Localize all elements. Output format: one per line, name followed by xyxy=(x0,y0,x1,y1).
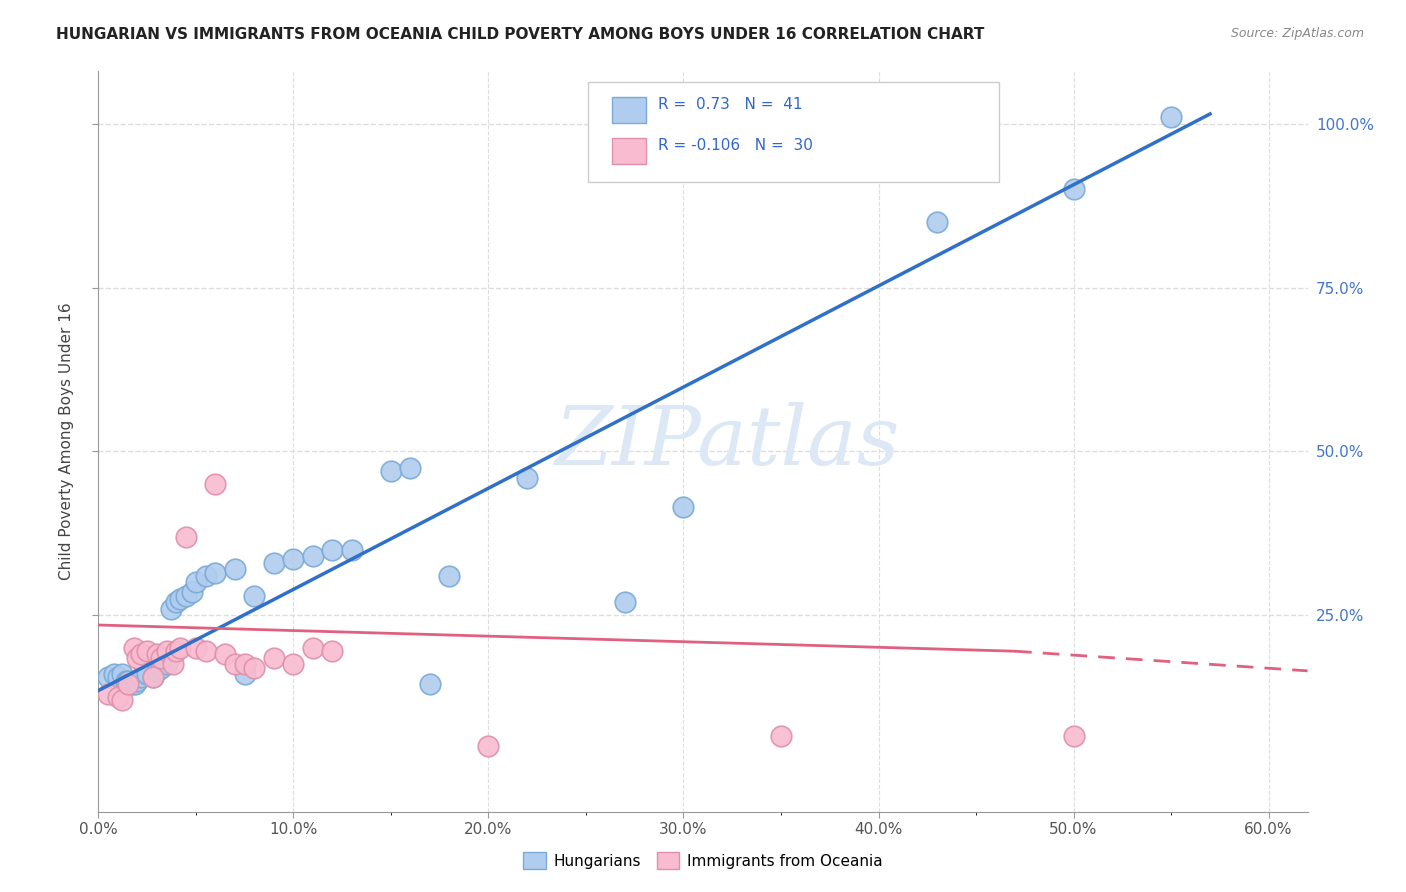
Text: R =  0.73   N =  41: R = 0.73 N = 41 xyxy=(658,97,803,112)
Point xyxy=(399,460,422,475)
Point xyxy=(1160,110,1182,124)
Point xyxy=(156,657,179,672)
Point xyxy=(283,552,305,566)
Point xyxy=(162,657,184,672)
Text: ZIPatlas: ZIPatlas xyxy=(554,401,900,482)
Point xyxy=(142,670,165,684)
Point xyxy=(107,670,129,684)
Point xyxy=(184,575,207,590)
Point xyxy=(283,657,305,672)
Point xyxy=(302,640,325,655)
Point xyxy=(97,670,120,684)
Point xyxy=(149,650,172,665)
Point xyxy=(131,648,153,662)
Point xyxy=(233,657,256,672)
Point xyxy=(146,648,169,662)
Point xyxy=(122,640,145,655)
Point xyxy=(672,500,695,514)
Point xyxy=(263,556,285,570)
Point xyxy=(136,644,159,658)
Point xyxy=(117,673,139,688)
Point xyxy=(146,664,169,678)
Point xyxy=(121,677,143,691)
Text: Source: ZipAtlas.com: Source: ZipAtlas.com xyxy=(1230,27,1364,40)
Point xyxy=(111,667,134,681)
Point xyxy=(233,667,256,681)
Point xyxy=(181,585,204,599)
Point xyxy=(204,566,226,580)
Point xyxy=(169,640,191,655)
Point xyxy=(614,595,637,609)
Point xyxy=(194,644,217,658)
Text: HUNGARIAN VS IMMIGRANTS FROM OCEANIA CHILD POVERTY AMONG BOYS UNDER 16 CORRELATI: HUNGARIAN VS IMMIGRANTS FROM OCEANIA CHI… xyxy=(56,27,984,42)
Point xyxy=(925,215,948,229)
Point xyxy=(127,673,149,688)
Point xyxy=(380,464,402,478)
Legend: Hungarians, Immigrants from Oceania: Hungarians, Immigrants from Oceania xyxy=(517,846,889,875)
Point xyxy=(321,644,343,658)
Point xyxy=(194,569,217,583)
Point xyxy=(114,673,136,688)
Point xyxy=(214,648,236,662)
Point xyxy=(243,589,266,603)
Point xyxy=(97,687,120,701)
Point xyxy=(224,657,246,672)
Point xyxy=(124,677,146,691)
Point xyxy=(174,530,197,544)
FancyBboxPatch shape xyxy=(613,138,647,164)
Point xyxy=(1063,182,1085,196)
Point xyxy=(165,644,187,658)
Point xyxy=(156,644,179,658)
Point xyxy=(149,660,172,674)
Point xyxy=(224,562,246,576)
Point xyxy=(111,693,134,707)
Point xyxy=(321,542,343,557)
Point xyxy=(174,589,197,603)
Point xyxy=(127,650,149,665)
FancyBboxPatch shape xyxy=(588,82,1000,183)
Point xyxy=(107,690,129,704)
Point xyxy=(204,477,226,491)
FancyBboxPatch shape xyxy=(613,97,647,123)
Point xyxy=(117,677,139,691)
Point xyxy=(165,595,187,609)
Point xyxy=(340,542,363,557)
Point xyxy=(477,739,499,754)
Point xyxy=(263,650,285,665)
Point xyxy=(103,667,125,681)
Point xyxy=(169,591,191,606)
Point xyxy=(136,667,159,681)
Point xyxy=(184,640,207,655)
Point xyxy=(1063,730,1085,744)
Point xyxy=(243,660,266,674)
Point xyxy=(302,549,325,564)
Point xyxy=(419,677,441,691)
Point xyxy=(769,730,792,744)
Point xyxy=(142,670,165,684)
Y-axis label: Child Poverty Among Boys Under 16: Child Poverty Among Boys Under 16 xyxy=(59,302,75,581)
Point xyxy=(516,470,538,484)
Point xyxy=(439,569,461,583)
Text: R = -0.106   N =  30: R = -0.106 N = 30 xyxy=(658,138,813,153)
Point xyxy=(131,670,153,684)
Point xyxy=(159,601,181,615)
